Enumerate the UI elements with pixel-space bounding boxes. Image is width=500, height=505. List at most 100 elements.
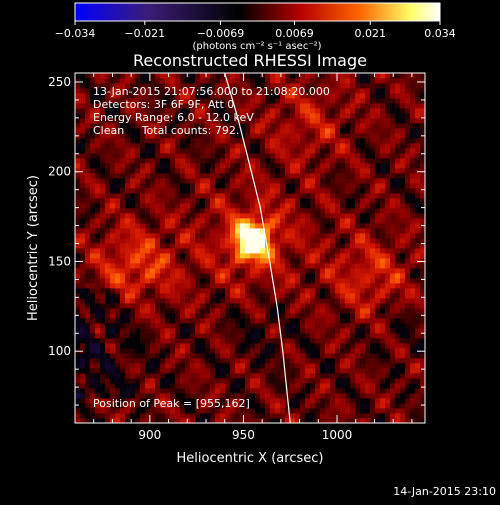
heatmap-cell <box>345 213 350 218</box>
heatmap-cell <box>365 73 370 78</box>
heatmap-cell <box>305 163 310 168</box>
heatmap-cell <box>250 193 255 198</box>
heatmap-cell <box>110 298 115 303</box>
heatmap-cell <box>300 213 305 218</box>
heatmap-cell <box>330 373 335 378</box>
heatmap-cell <box>80 148 85 153</box>
heatmap-cell <box>245 248 250 253</box>
heatmap-cell <box>275 163 280 168</box>
heatmap-cell <box>315 243 320 248</box>
heatmap-cell <box>125 308 130 313</box>
heatmap-cell <box>285 368 290 373</box>
heatmap-cell <box>195 373 200 378</box>
heatmap-cell <box>315 113 320 118</box>
heatmap-cell <box>75 143 80 148</box>
heatmap-cell <box>320 218 325 223</box>
heatmap-cell <box>250 263 255 268</box>
heatmap-cell <box>335 223 340 228</box>
heatmap-cell <box>245 383 250 388</box>
heatmap-cell <box>335 348 340 353</box>
heatmap-cell <box>275 373 280 378</box>
heatmap-cell <box>300 268 305 273</box>
heatmap-cell <box>150 213 155 218</box>
heatmap-cell <box>180 143 185 148</box>
heatmap-cell <box>95 323 100 328</box>
heatmap-cell <box>225 273 230 278</box>
heatmap-cell <box>255 283 260 288</box>
heatmap-cell <box>390 318 395 323</box>
heatmap-cell <box>165 318 170 323</box>
heatmap-cell <box>135 328 140 333</box>
heatmap-cell <box>260 293 265 298</box>
heatmap-cell <box>285 358 290 363</box>
heatmap-cell <box>250 223 255 228</box>
heatmap-cell <box>140 73 145 78</box>
heatmap-cell <box>140 193 145 198</box>
heatmap-cell <box>345 298 350 303</box>
heatmap-cell <box>290 353 295 358</box>
heatmap-cell <box>285 178 290 183</box>
heatmap-cell <box>125 248 130 253</box>
heatmap-cell <box>170 278 175 283</box>
heatmap-cell <box>390 108 395 113</box>
heatmap-cell <box>230 158 235 163</box>
heatmap-cell <box>180 303 185 308</box>
heatmap-cell <box>255 263 260 268</box>
heatmap-cell <box>130 308 135 313</box>
heatmap-cell <box>315 158 320 163</box>
heatmap-cell <box>350 303 355 308</box>
heatmap-cell <box>290 283 295 288</box>
heatmap-cell <box>180 213 185 218</box>
heatmap-cell <box>185 308 190 313</box>
heatmap-cell <box>340 408 345 413</box>
heatmap-cell <box>295 233 300 238</box>
heatmap-cell <box>140 338 145 343</box>
heatmap-cell <box>310 378 315 383</box>
heatmap-cell <box>95 238 100 243</box>
heatmap-cell <box>245 128 250 133</box>
heatmap-cell <box>370 328 375 333</box>
heatmap-cell <box>350 108 355 113</box>
heatmap-cell <box>345 398 350 403</box>
heatmap-cell <box>170 323 175 328</box>
heatmap-cell <box>190 173 195 178</box>
heatmap-cell <box>245 268 250 273</box>
heatmap-cell <box>400 143 405 148</box>
heatmap-cell <box>400 298 405 303</box>
heatmap-cell <box>215 388 220 393</box>
heatmap-cell <box>195 378 200 383</box>
heatmap-cell <box>220 263 225 268</box>
heatmap-cell <box>320 138 325 143</box>
heatmap-cell <box>300 123 305 128</box>
heatmap-cell <box>125 208 130 213</box>
heatmap-cell <box>320 373 325 378</box>
heatmap-cell <box>215 273 220 278</box>
heatmap-cell <box>90 363 95 368</box>
heatmap-cell <box>350 173 355 178</box>
heatmap-cell <box>245 133 250 138</box>
heatmap-cell <box>355 108 360 113</box>
heatmap-cell <box>375 288 380 293</box>
heatmap-cell <box>400 328 405 333</box>
heatmap-cell <box>130 383 135 388</box>
heatmap-cell <box>370 188 375 193</box>
heatmap-cell <box>310 283 315 288</box>
heatmap-cell <box>270 353 275 358</box>
heatmap-cell <box>270 348 275 353</box>
heatmap-cell <box>300 273 305 278</box>
heatmap-cell <box>235 188 240 193</box>
heatmap-cell <box>410 288 415 293</box>
heatmap-cell <box>150 303 155 308</box>
heatmap-cell <box>215 303 220 308</box>
heatmap-cell <box>90 238 95 243</box>
heatmap-cell <box>85 278 90 283</box>
heatmap-cell <box>90 318 95 323</box>
heatmap-cell <box>405 258 410 263</box>
heatmap-cell <box>150 313 155 318</box>
heatmap-cell <box>180 253 185 258</box>
heatmap-cell <box>270 388 275 393</box>
heatmap-cell <box>80 398 85 403</box>
heatmap-cell <box>100 238 105 243</box>
heatmap-cell <box>350 233 355 238</box>
heatmap-cell <box>260 328 265 333</box>
